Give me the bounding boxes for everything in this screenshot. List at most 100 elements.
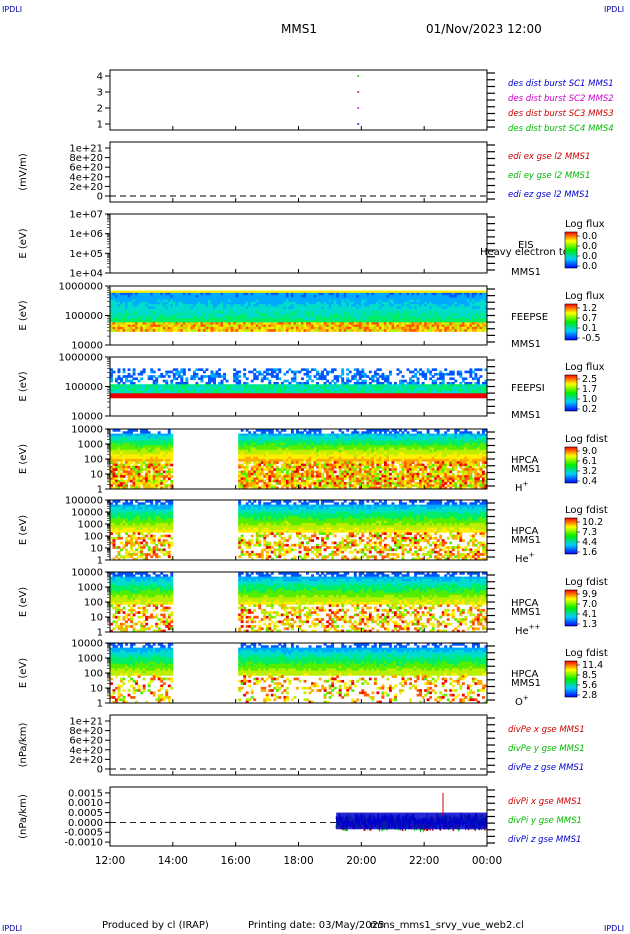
y-tick-label: -0.0005 xyxy=(64,828,103,839)
y-tick-label: 1e+05 xyxy=(69,249,103,260)
y-tick-label: 1000 xyxy=(78,583,103,594)
colorbar-title: Log flux xyxy=(565,362,605,373)
legend-entry: divPi x gse MMS1 xyxy=(508,797,582,807)
colorbar-label: 7.3 xyxy=(582,527,597,538)
instrument-label: HPCA xyxy=(511,598,539,609)
y-tick-label: -0.0010 xyxy=(64,838,103,849)
colorbar-gradient xyxy=(564,231,578,269)
legend-entry: divPe z gse MMS1 xyxy=(508,763,584,773)
x-tick-label: 22:00 xyxy=(409,855,439,867)
y-tick-label: 0.0015 xyxy=(68,788,103,799)
y-tick-label: 1 xyxy=(97,556,103,567)
instrument-label: HPCA xyxy=(511,526,539,537)
colorbar-gradient xyxy=(564,374,578,412)
instrument-label: FEEPSE xyxy=(511,312,548,323)
colorbar-gradient xyxy=(564,589,578,627)
y-tick-label: 1 xyxy=(97,120,103,131)
footer-printing-date: Printing date: 03/May/2025 xyxy=(248,920,385,931)
y-axis-label: E (eV) xyxy=(18,515,29,545)
legend-entry: des dist burst SC3 MMS3 xyxy=(508,109,614,119)
species-label: He+ xyxy=(515,551,535,565)
burst-marker xyxy=(357,123,360,125)
legend-entry: edi ex gse l2 MMS1 xyxy=(508,152,590,162)
colorbar-label: 3.2 xyxy=(582,466,597,477)
colorbar-label: 7.0 xyxy=(582,599,597,610)
y-tick-label: 2e+20 xyxy=(69,755,103,766)
y-tick-label: 10000 xyxy=(71,341,103,352)
panel-feepse: 1000000 100000 10000 E (eV) FEEPSE MMS1 xyxy=(18,282,548,352)
colorbar-label: 0.4 xyxy=(582,476,597,487)
panel-frame xyxy=(109,69,488,131)
colorbar-title: Log flux xyxy=(565,291,605,302)
y-tick-label: 2e+20 xyxy=(69,182,103,193)
burst-marker xyxy=(357,75,360,77)
legend-entry: divPi y gse MMS1 xyxy=(508,816,582,826)
colorbar-label: 1.3 xyxy=(582,619,597,630)
colorbar-label: 0.0 xyxy=(582,251,597,262)
y-tick-label: 4 xyxy=(97,72,103,83)
colorbar-label: 2.8 xyxy=(582,690,597,701)
y-tick-label: 1e+21 xyxy=(69,717,103,728)
corner-label-top-right: IPDLI xyxy=(604,5,625,14)
colorbar-label: 0.0 xyxy=(582,261,597,272)
y-tick-label: 0 xyxy=(97,192,103,203)
colorbar-title: Log fdist xyxy=(565,648,608,659)
colorbar-label: 1.0 xyxy=(582,394,597,405)
spacecraft-label: MMS1 xyxy=(511,267,541,278)
species-label: He++ xyxy=(515,623,541,637)
panel-frame xyxy=(109,714,488,776)
colorbar-gradient xyxy=(564,303,578,341)
spacecraft-title: MMS1 xyxy=(281,22,317,36)
spacecraft-label: MMS1 xyxy=(511,607,541,618)
colorbar-label: 11.4 xyxy=(582,660,603,671)
x-tick-label: 12:00 xyxy=(95,855,125,867)
y-tick-label: 100000 xyxy=(65,311,103,322)
colorbar-label: 10.2 xyxy=(582,517,603,528)
instrument-label: HPCA xyxy=(511,455,539,466)
y-tick-label: 1e+04 xyxy=(69,269,103,280)
y-tick-label: 100000 xyxy=(65,496,103,507)
corner-label-bottom-right: IPDLI xyxy=(604,924,625,933)
panel-frame xyxy=(109,141,488,203)
colorbar-label: 9.0 xyxy=(582,446,597,457)
legend-entry: edi ez gse l2 MMS1 xyxy=(508,190,590,200)
legend-entry: des dist burst SC2 MMS2 xyxy=(508,94,614,104)
y-tick-label: 3 xyxy=(97,88,103,99)
footer-script: mms_mms1_srvy_vue_web2.cl xyxy=(370,920,524,931)
y-tick-label: 1000000 xyxy=(58,353,103,364)
y-tick-label: 0.0005 xyxy=(68,808,103,819)
y-tick-label: 100 xyxy=(84,532,103,543)
colorbar-label: 0.7 xyxy=(582,313,597,324)
y-tick-label: 10000 xyxy=(71,568,103,579)
legend-entry: des dist burst SC4 MMS4 xyxy=(508,124,614,134)
y-tick-label: 10 xyxy=(90,470,103,481)
y-tick-label: 10000 xyxy=(71,412,103,423)
y-tick-label: 1e+07 xyxy=(69,210,103,221)
y-tick-label: 10000 xyxy=(71,425,103,436)
y-tick-label: 0.0010 xyxy=(68,798,103,809)
y-axis-label: (nPa/km) xyxy=(18,794,29,839)
y-tick-label: 8e+20 xyxy=(69,726,103,737)
species-label: O+ xyxy=(515,694,529,708)
x-tick-label: 14:00 xyxy=(158,855,188,867)
y-tick-label: 10 xyxy=(90,684,103,695)
y-tick-label: 1000000 xyxy=(58,282,103,293)
y-axis-label: E (eV) xyxy=(18,444,29,474)
y-tick-label: 1 xyxy=(97,485,103,496)
datetime-title: 01/Nov/2023 12:00 xyxy=(426,22,542,36)
colorbar-label: 0.1 xyxy=(582,323,597,334)
y-tick-label: 10000 xyxy=(71,508,103,519)
panel-eis: 1e+07 1e+06 1e+05 1e+04 E (eV) EIS MMS1 Heavy e… xyxy=(18,210,569,280)
y-tick-label: 100 xyxy=(84,669,103,680)
spacecraft-label: MMS1 xyxy=(511,339,541,350)
colorbar-label: 2.5 xyxy=(582,374,597,385)
colorbar-title: Log fdist xyxy=(565,434,608,445)
